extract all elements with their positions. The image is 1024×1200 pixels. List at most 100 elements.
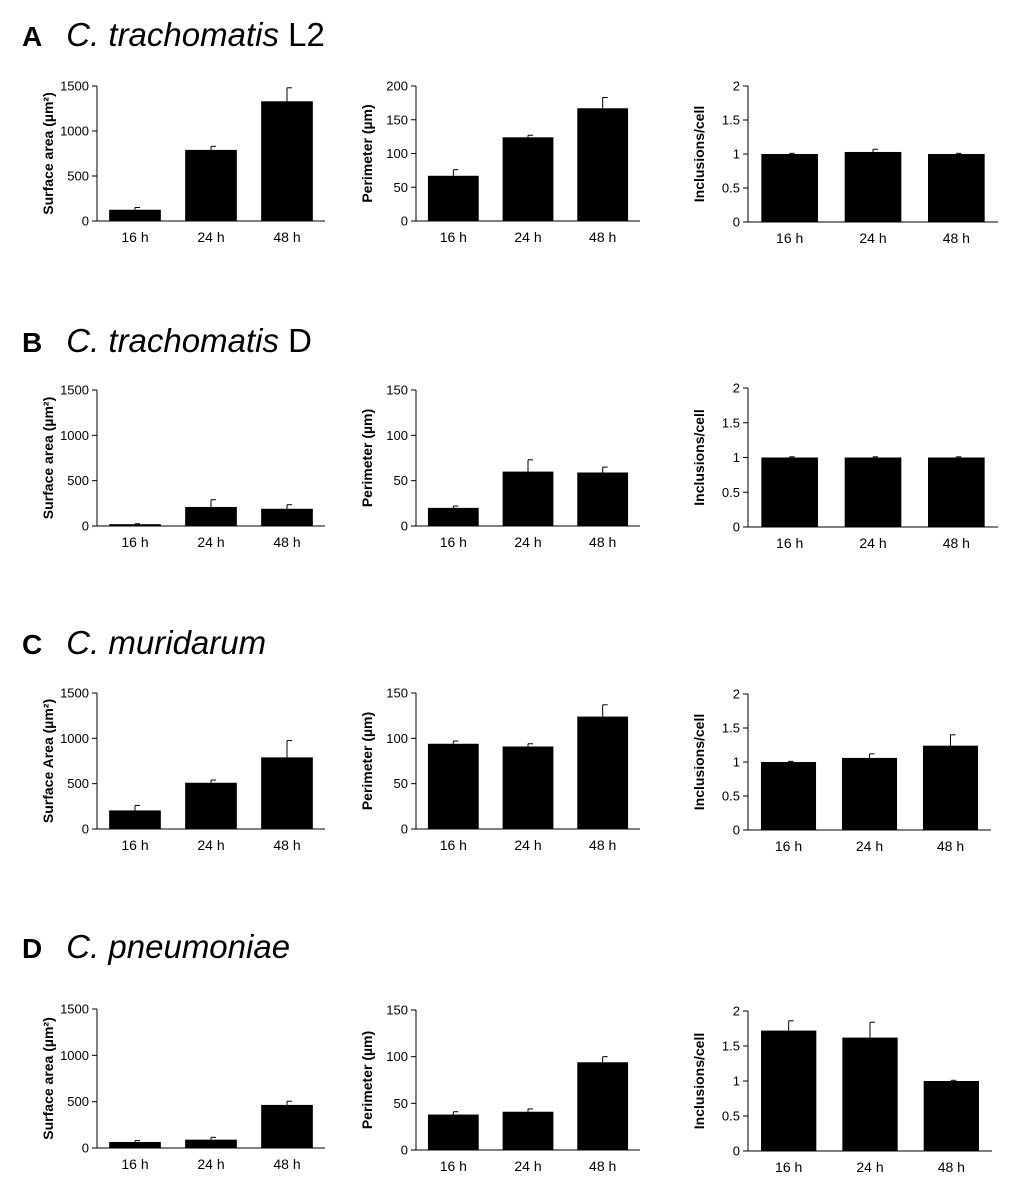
y-tick-label: 0 bbox=[733, 823, 740, 838]
y-tick-label: 0 bbox=[401, 519, 408, 534]
panel-organism: C. pneumoniae bbox=[66, 928, 290, 966]
bar bbox=[761, 457, 818, 527]
panel-heading-c: C C. muridarum bbox=[22, 624, 266, 664]
x-category-label: 16 h bbox=[776, 230, 803, 246]
y-tick-label: 1500 bbox=[60, 686, 89, 701]
x-category-label: 24 h bbox=[197, 534, 224, 550]
y-tick-label: 50 bbox=[394, 1096, 408, 1111]
organism-strain: L2 bbox=[278, 16, 325, 53]
bar bbox=[922, 745, 979, 830]
y-tick-label: 50 bbox=[394, 473, 408, 488]
chart-a-inclusions: 0 0.5 1 1.5 2 Inclusions/cell 16 h 24 h 48 h bbox=[691, 79, 998, 246]
y-tick-label: 0 bbox=[401, 214, 408, 229]
y-tick-label: 1 bbox=[733, 1074, 740, 1089]
y-tick-label: 0 bbox=[733, 1144, 740, 1159]
x-category-label: 16 h bbox=[440, 837, 467, 853]
y-tick-label: 2 bbox=[733, 1004, 740, 1019]
x-category-label: 16 h bbox=[121, 837, 148, 853]
y-tick-label: 1000 bbox=[60, 1048, 89, 1063]
y-tick-label: 1.5 bbox=[722, 113, 740, 128]
y-tick-label: 0 bbox=[82, 519, 89, 534]
panel-heading-d: D C. pneumoniae bbox=[22, 928, 290, 968]
y-tick-label: 1000 bbox=[60, 428, 89, 443]
panel-organism: C. trachomatis D bbox=[66, 322, 312, 360]
y-tick-label: 1.5 bbox=[722, 1039, 740, 1054]
x-category-label: 48 h bbox=[943, 230, 970, 246]
y-tick-label: 0 bbox=[82, 1141, 89, 1156]
x-category-label: 24 h bbox=[514, 837, 541, 853]
x-category-label: 48 h bbox=[273, 837, 300, 853]
bar bbox=[841, 757, 898, 830]
y-tick-label: 1000 bbox=[60, 731, 89, 746]
bar bbox=[109, 810, 161, 829]
chart-a-surface-area: 0 500 1000 1500 Surface area (µm²) 16 h 24 h 48… bbox=[40, 79, 325, 245]
y-tick-label: 1 bbox=[733, 755, 740, 770]
x-category-label: 24 h bbox=[514, 1158, 541, 1174]
y-tick-label: 50 bbox=[394, 180, 408, 195]
y-axis-title: Perimeter (µm) bbox=[359, 104, 375, 202]
y-tick-label: 100 bbox=[386, 428, 408, 443]
y-tick-label: 100 bbox=[386, 731, 408, 746]
x-category-label: 16 h bbox=[121, 1156, 148, 1172]
chart-d-inclusions: 0 0.5 1 1.5 2 Inclusions/cell 16 h 24 h 48 h bbox=[691, 1004, 992, 1175]
chart-c-surface-area: 0 500 1000 1500 Surface Area (µm²) 16 h 24 h 48… bbox=[40, 686, 325, 853]
y-tick-label: 2 bbox=[733, 687, 740, 702]
x-category-label: 24 h bbox=[856, 838, 883, 854]
y-tick-label: 0 bbox=[82, 214, 89, 229]
chart-c-perimeter: 0 50 100 150 Perimeter (µm) 16 h 24 h 48 h bbox=[359, 686, 640, 853]
x-category-label: 48 h bbox=[943, 535, 970, 551]
bar bbox=[261, 757, 313, 829]
x-category-label: 16 h bbox=[440, 1158, 467, 1174]
bar bbox=[502, 1111, 554, 1150]
y-tick-label: 500 bbox=[67, 1094, 89, 1109]
bar bbox=[185, 149, 237, 221]
x-category-label: 16 h bbox=[775, 838, 802, 854]
bar bbox=[261, 508, 313, 526]
panel-letter: D bbox=[22, 933, 43, 964]
chart-a-perimeter: 0 50 100 150 200 Perimeter (µm) 16 h 24 h 48 h bbox=[359, 79, 640, 245]
y-tick-label: 2 bbox=[733, 381, 740, 396]
chart-c-inclusions: 0 0.5 1 1.5 2 Inclusions/cell 16 h 24 h 48 h bbox=[691, 687, 991, 854]
y-axis-title: Perimeter (µm) bbox=[359, 712, 375, 810]
organism-genus: C. pneumoniae bbox=[66, 928, 291, 965]
bar bbox=[760, 762, 817, 830]
y-tick-label: 0 bbox=[82, 822, 89, 837]
y-tick-label: 2 bbox=[733, 79, 740, 94]
bar bbox=[761, 154, 818, 222]
x-category-label: 24 h bbox=[856, 1159, 883, 1175]
y-tick-label: 500 bbox=[67, 473, 89, 488]
bar bbox=[502, 746, 554, 829]
y-tick-label: 0 bbox=[733, 215, 740, 230]
x-category-label: 16 h bbox=[440, 229, 467, 245]
bar bbox=[427, 1114, 479, 1150]
bar bbox=[842, 1037, 898, 1151]
y-tick-label: 150 bbox=[386, 686, 408, 701]
x-category-label: 24 h bbox=[197, 229, 224, 245]
x-category-label: 48 h bbox=[273, 1156, 300, 1172]
panel-heading-b: B C. trachomatis D bbox=[22, 322, 312, 362]
panel-letter: A bbox=[22, 21, 43, 52]
organism-genus: C. muridarum bbox=[66, 624, 267, 661]
bar bbox=[761, 1030, 817, 1151]
y-tick-label: 100 bbox=[386, 1049, 408, 1064]
chart-d-surface-area: 0 500 1000 1500 Surface area (µm²) 16 h 24 h 48… bbox=[40, 1002, 325, 1172]
y-tick-label: 1500 bbox=[60, 1002, 89, 1017]
x-category-label: 48 h bbox=[273, 534, 300, 550]
y-axis-title: Surface Area (µm²) bbox=[40, 699, 56, 823]
bar bbox=[577, 108, 629, 221]
panel-heading-a: A C. trachomatis L2 bbox=[22, 16, 325, 56]
bar bbox=[109, 209, 161, 221]
y-tick-label: 500 bbox=[67, 776, 89, 791]
bar bbox=[502, 137, 554, 221]
bar bbox=[923, 1081, 979, 1151]
x-category-label: 48 h bbox=[589, 534, 616, 550]
bar bbox=[577, 472, 629, 526]
bar bbox=[185, 782, 237, 829]
x-category-label: 16 h bbox=[121, 534, 148, 550]
y-tick-label: 150 bbox=[386, 112, 408, 127]
y-tick-label: 150 bbox=[386, 1003, 408, 1018]
y-tick-label: 1 bbox=[733, 147, 740, 162]
y-axis-title: Surface area (µm²) bbox=[40, 92, 56, 214]
panel-organism: C. trachomatis L2 bbox=[66, 16, 325, 54]
y-tick-label: 0 bbox=[733, 520, 740, 535]
